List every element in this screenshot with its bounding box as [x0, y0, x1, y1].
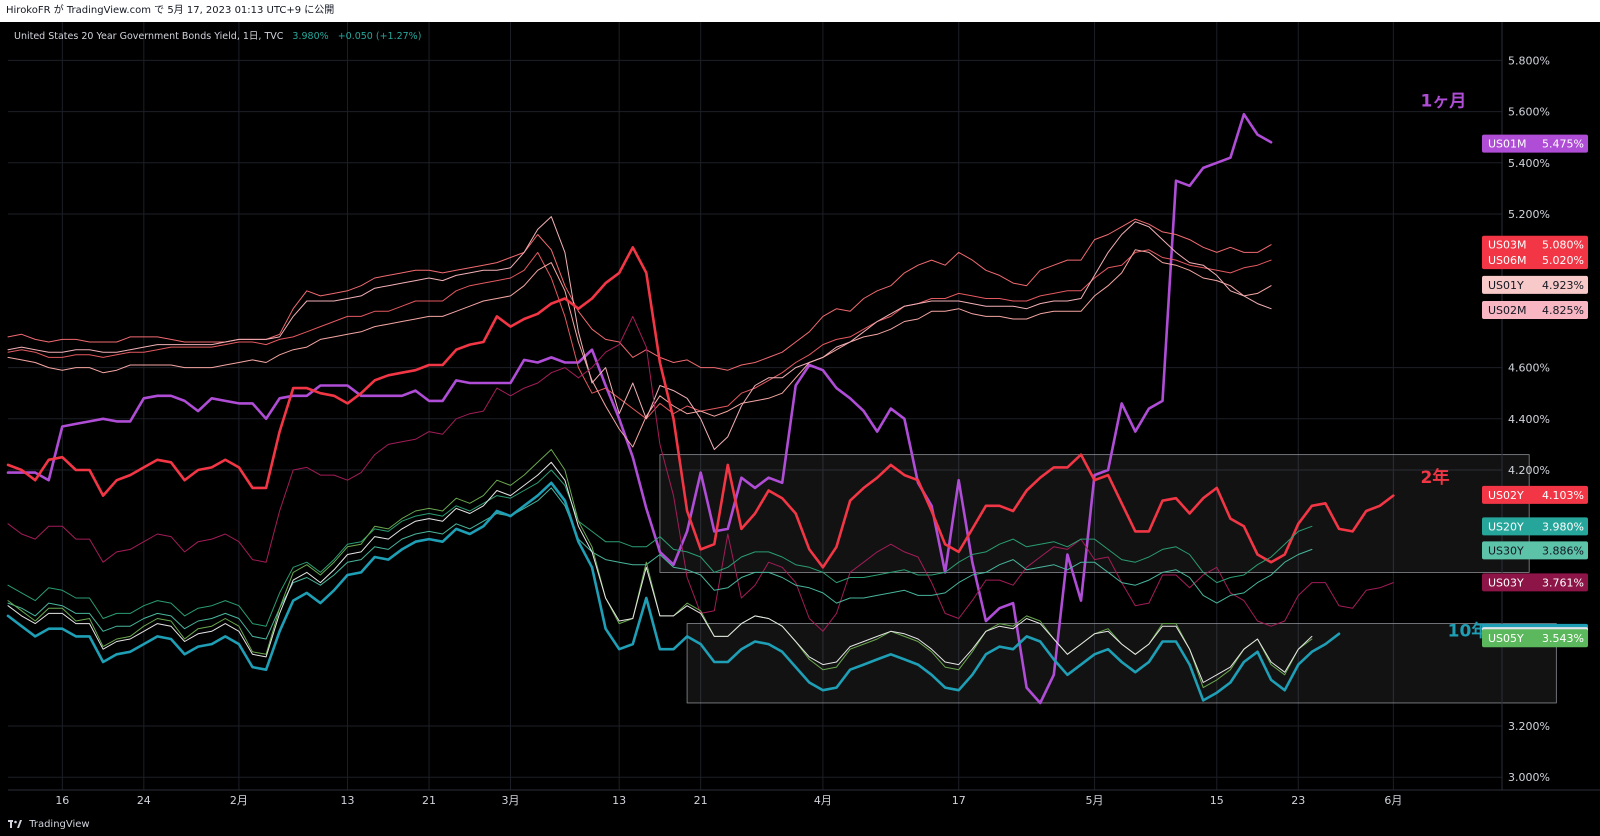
- price-tag-name: US02M: [1488, 304, 1527, 317]
- time-tick-label: 6月: [1384, 794, 1402, 807]
- price-tag-us01y[interactable]: [1482, 275, 1588, 294]
- price-tag-us20y[interactable]: [1482, 517, 1588, 536]
- series-line-us07y[interactable]: [7, 461, 1313, 683]
- time-tick-label: 5月: [1086, 794, 1104, 807]
- price-tick-label: 5.600%: [1508, 106, 1550, 119]
- price-tag-us03m[interactable]: [1482, 235, 1588, 254]
- time-tick-label: 4月: [814, 794, 832, 807]
- price-tag-value: 3.761%: [1542, 576, 1584, 589]
- price-tag-value: 3.886%: [1542, 544, 1584, 557]
- price-tick-label: 5.800%: [1508, 54, 1550, 67]
- price-tag-name: US01M: [1488, 138, 1527, 151]
- price-tag-us01m[interactable]: [1482, 134, 1588, 153]
- price-tag-name: US30Y: [1488, 544, 1524, 557]
- price-tick-label: 5.200%: [1508, 208, 1550, 221]
- published-text: HirokoFR が TradingView.com で 5月 17, 2023…: [6, 5, 335, 16]
- price-tag-value: 3.980%: [1542, 520, 1584, 533]
- price-tag-name: US05Y: [1488, 632, 1524, 645]
- price-tag-us02m[interactable]: [1482, 301, 1588, 319]
- price-tick-label: 4.600%: [1508, 362, 1550, 375]
- time-tick-label: 13: [341, 794, 355, 807]
- price-tag-us06m[interactable]: [1482, 251, 1588, 270]
- series-line-us30y[interactable]: [7, 487, 1313, 640]
- highlight-box[interactable]: [659, 454, 1530, 573]
- price-tag-value: 5.020%: [1542, 254, 1584, 267]
- series-line-us03m[interactable]: [7, 218, 1272, 371]
- series-line-us06m[interactable]: [7, 249, 1272, 420]
- series-line-us02m[interactable]: [7, 216, 1272, 450]
- series-line-us02y[interactable]: [6, 246, 1395, 569]
- price-tag-value: 4.923%: [1542, 279, 1584, 292]
- tradingview-logo-icon[interactable]: [8, 820, 22, 828]
- price-tag-us02y[interactable]: [1482, 485, 1588, 504]
- price-tag-value: 3.543%: [1542, 632, 1584, 645]
- time-tick-label: 15: [1210, 794, 1224, 807]
- time-tick-label: 24: [137, 794, 151, 807]
- symbol-legend[interactable]: United States 20 Year Government Bonds Y…: [14, 28, 421, 42]
- price-tag-value: 4.825%: [1542, 304, 1584, 317]
- series-line-us10y[interactable]: [6, 481, 1341, 702]
- series-line-us01m[interactable]: [6, 112, 1273, 705]
- series-line-us20y[interactable]: [7, 469, 1313, 627]
- price-tag-name: US01Y: [1488, 279, 1524, 292]
- price-tag-value: 5.080%: [1542, 239, 1584, 252]
- price-tag-name: US20Y: [1488, 520, 1524, 533]
- price-tick-label: 3.200%: [1508, 720, 1550, 733]
- symbol-change: +0.050 (+1.27%): [337, 31, 422, 42]
- time-tick-label: 21: [422, 794, 436, 807]
- price-tag-us30y[interactable]: [1482, 541, 1588, 560]
- price-tag-name: US03M: [1488, 239, 1527, 252]
- price-tag-name: US02Y: [1488, 489, 1524, 502]
- annotation-label: 2年: [1421, 467, 1450, 488]
- footer-brand[interactable]: TradingView: [29, 819, 90, 830]
- time-tick-label: 2月: [230, 794, 248, 807]
- yield-chart[interactable]: 1ヶ月 2年 10年 5.800% 5.600% 5.400% 5.200% 4.600% 4.…: [0, 22, 1600, 814]
- time-tick-label: 13: [612, 794, 626, 807]
- annotation-label: 10年: [1448, 620, 1489, 641]
- price-tick-label: 5.400%: [1508, 157, 1550, 170]
- time-tick-label: 17: [952, 794, 966, 807]
- price-tag-us05y[interactable]: [1482, 629, 1588, 648]
- published-banner: HirokoFR が TradingView.com で 5月 17, 2023…: [0, 0, 1600, 22]
- price-tick-label: 4.200%: [1508, 464, 1550, 477]
- time-tick-label: 23: [1291, 794, 1305, 807]
- price-tag-value: 4.103%: [1542, 489, 1584, 502]
- series-line-us01y[interactable]: [7, 249, 1272, 448]
- time-tick-label: 3月: [502, 794, 520, 807]
- symbol-value: 3.980%: [292, 31, 329, 42]
- price-tick-label: 3.000%: [1508, 771, 1550, 784]
- price-tag-us03y[interactable]: [1482, 573, 1588, 592]
- price-tick-label: 4.400%: [1508, 413, 1550, 426]
- price-tag-name: US06M: [1488, 254, 1527, 267]
- price-tag-name: US03Y: [1488, 576, 1524, 589]
- time-tick-label: 16: [55, 794, 69, 807]
- symbol-title: United States 20 Year Government Bonds Y…: [14, 31, 284, 42]
- annotation-label: 1ヶ月: [1421, 91, 1467, 111]
- time-tick-label: 21: [694, 794, 708, 807]
- footer: TradingView: [0, 814, 1600, 836]
- price-tag-value: 5.475%: [1542, 138, 1584, 151]
